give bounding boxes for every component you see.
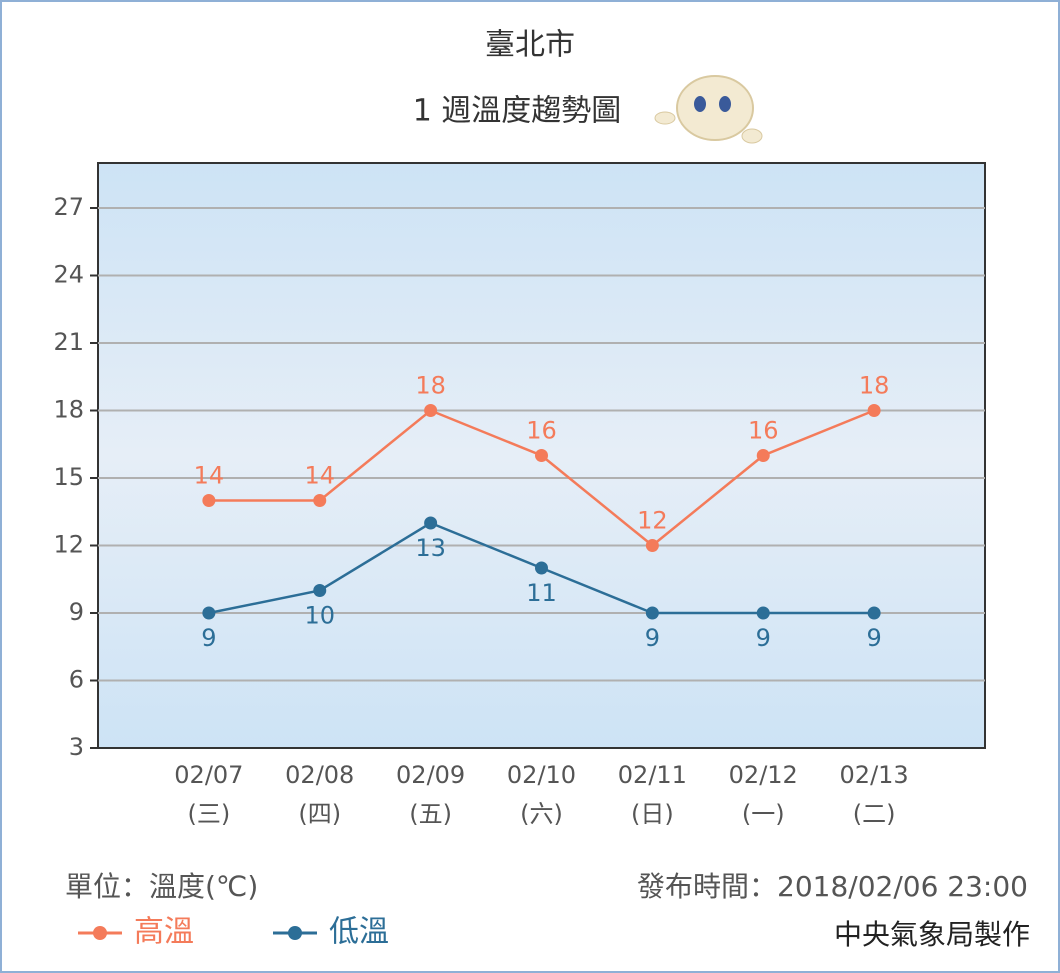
data-label: 16 [526, 417, 557, 445]
data-point [867, 606, 881, 620]
data-label: 16 [748, 417, 779, 445]
data-label: 13 [415, 534, 446, 562]
y-tick-label: 21 [53, 328, 84, 356]
y-tick-label: 12 [53, 531, 84, 559]
x-tick-label: 02/13 [840, 761, 909, 789]
y-tick-label: 27 [53, 193, 84, 221]
data-point [645, 539, 659, 552]
data-point [424, 404, 438, 417]
credit: 中央氣象局製作 [834, 918, 1030, 951]
y-tick-label: 24 [53, 261, 84, 289]
chart-title: 臺北市 [485, 28, 575, 63]
y-tick-label: 3 [69, 733, 84, 761]
data-label: 9 [866, 624, 881, 652]
data-label: 18 [859, 372, 890, 400]
data-label: 14 [304, 462, 335, 490]
legend-marker [288, 926, 302, 940]
data-label: 18 [415, 372, 446, 400]
x-tick-label: 02/09 [396, 761, 465, 789]
data-point [424, 516, 438, 530]
data-label: 11 [526, 579, 557, 607]
data-point [867, 404, 881, 417]
x-tick-sublabel: (二) [853, 800, 896, 828]
y-tick-label: 18 [53, 396, 84, 424]
y-tick-label: 6 [69, 666, 84, 694]
y-tick-label: 9 [69, 598, 84, 626]
x-tick-sublabel: (三) [188, 800, 231, 828]
x-tick-sublabel: (日) [631, 800, 674, 828]
x-tick-label: 02/07 [174, 761, 243, 789]
data-label: 14 [194, 462, 225, 490]
x-tick-sublabel: (四) [298, 800, 341, 828]
data-label: 10 [304, 602, 335, 630]
x-tick-label: 02/10 [507, 761, 576, 789]
chart-subtitle: 1 週溫度趨勢圖 [413, 94, 622, 129]
mascot [654, 75, 763, 144]
legend-label: 高溫 [134, 915, 194, 950]
x-tick-label: 02/08 [285, 761, 354, 789]
x-tick-label: 02/12 [729, 761, 798, 789]
data-point [535, 449, 548, 462]
data-point [535, 561, 548, 575]
x-tick-sublabel: (六) [520, 800, 563, 828]
data-label: 9 [756, 624, 771, 652]
x-tick-label: 02/11 [618, 761, 687, 789]
data-point [313, 584, 327, 597]
data-label: 9 [201, 624, 216, 652]
published-time: 發布時間：2018/02/06 23:00 [637, 870, 1028, 903]
y-tick-label: 15 [53, 463, 84, 491]
data-point [202, 494, 216, 507]
data-point [202, 606, 216, 620]
data-point [756, 606, 770, 620]
data-point [756, 449, 770, 462]
data-label: 12 [637, 507, 668, 535]
data-label: 9 [645, 624, 660, 652]
x-tick-sublabel: (五) [409, 800, 452, 828]
data-point [645, 606, 659, 620]
legend-marker [93, 926, 107, 940]
unit-note: 單位：溫度(℃) [65, 870, 258, 903]
x-tick-sublabel: (一) [742, 800, 785, 828]
data-point [313, 494, 327, 507]
legend-label: 低溫 [329, 915, 389, 950]
